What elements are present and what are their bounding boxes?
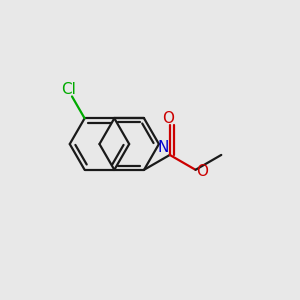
Text: O: O bbox=[162, 111, 174, 126]
Text: O: O bbox=[196, 164, 208, 179]
Text: Cl: Cl bbox=[61, 82, 76, 97]
Text: N: N bbox=[158, 140, 169, 154]
